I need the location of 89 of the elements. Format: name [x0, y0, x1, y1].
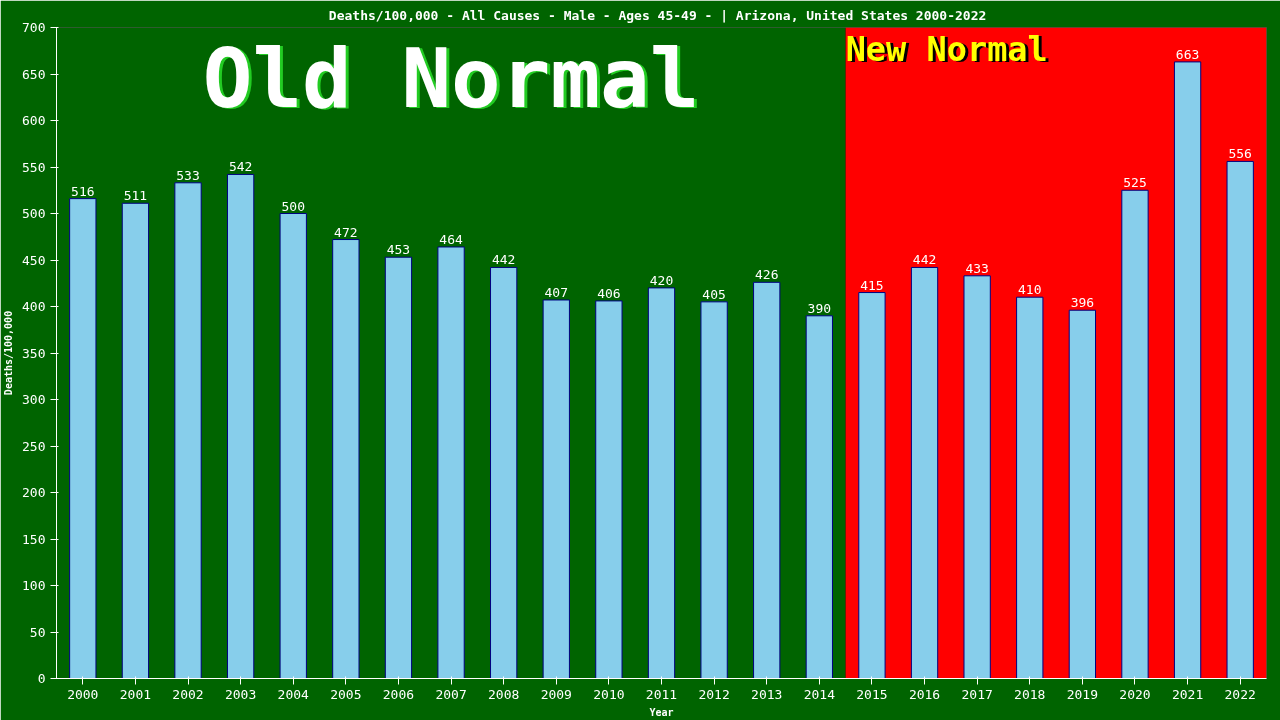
bar: [69, 198, 97, 679]
bar: [174, 182, 202, 679]
y-tick-label: 700: [22, 20, 46, 35]
data-label: 415: [860, 277, 884, 293]
x-tick-label: 2019: [1066, 686, 1099, 702]
y-tick-label: 650: [22, 66, 46, 82]
y-tick-label: 400: [22, 299, 46, 314]
data-label: 525: [1123, 175, 1147, 191]
data-label: 420: [649, 272, 674, 288]
y-tick-label: 200: [22, 485, 46, 500]
bar: [910, 266, 939, 679]
x-tick-label: 2016: [908, 686, 941, 702]
x-tick-label: 2014: [803, 686, 836, 702]
data-label: 542: [228, 159, 253, 175]
bar: [1226, 160, 1254, 679]
chart-title: Deaths/100,000 - All Causes - Male - Ages 45-49 - | Arizona, United States 2000-2022: [328, 7, 987, 23]
bar: [1068, 309, 1097, 679]
x-tick-label: 2003: [224, 686, 257, 702]
band-label: New Normal: [845, 29, 1048, 69]
bar: [1173, 61, 1202, 679]
bar: [279, 213, 307, 679]
bar: [595, 300, 623, 679]
bar: [1016, 296, 1044, 679]
x-tick-label: 2018: [1014, 686, 1046, 702]
x-tick-label: 2000: [67, 686, 99, 702]
x-tick-label: 2002: [172, 686, 204, 702]
y-tick-label: 500: [22, 206, 46, 221]
bar: [437, 246, 465, 679]
bar: [332, 239, 360, 679]
x-tick-label: 2006: [382, 686, 415, 702]
x-axis-title: Year: [649, 706, 674, 718]
data-label: 533: [176, 167, 200, 183]
data-label: 442: [912, 252, 937, 268]
data-label: 407: [544, 284, 569, 300]
x-tick-label: 2009: [540, 686, 572, 702]
data-label: 464: [439, 231, 463, 247]
y-tick-label: 600: [22, 113, 46, 128]
data-label: 500: [281, 198, 305, 214]
x-tick-label: 2022: [1224, 686, 1256, 702]
data-label: 426: [754, 267, 779, 283]
y-tick-label: 550: [22, 159, 46, 175]
x-tick-label: 2017: [961, 686, 993, 702]
x-tick-label: 2001: [119, 686, 152, 702]
data-label: 511: [123, 188, 148, 204]
y-tick-label: 0: [37, 671, 46, 686]
bar: [1121, 189, 1149, 679]
band-label: Old Normal: [202, 29, 700, 126]
bar: [226, 173, 255, 679]
y-tick-label: 250: [22, 438, 46, 454]
x-tick-label: 2013: [751, 686, 783, 702]
bar: [858, 292, 886, 679]
x-tick-label: 2008: [488, 686, 520, 702]
y-axis-title: Deaths/100,000: [3, 310, 15, 396]
x-tick-label: 2015: [856, 686, 888, 702]
bar: [542, 299, 570, 679]
bar: [753, 281, 781, 679]
bar: [963, 275, 991, 679]
bar: [121, 202, 150, 679]
data-label: 396: [1070, 295, 1095, 311]
data-label: 406: [597, 285, 621, 301]
data-label: 390: [807, 300, 832, 316]
bar: [700, 301, 728, 679]
y-tick-label: 450: [22, 252, 46, 268]
y-tick-label: 50: [29, 624, 46, 640]
data-label: 405: [702, 286, 726, 302]
bar: [647, 287, 676, 679]
x-tick-label: 2012: [698, 686, 730, 702]
x-tick-label: 2020: [1119, 686, 1151, 702]
data-label: 442: [491, 252, 516, 268]
data-label: 663: [1175, 46, 1200, 62]
x-tick-label: 2005: [330, 686, 362, 702]
data-label: 472: [334, 224, 358, 240]
data-label: 410: [1018, 282, 1042, 298]
bar: [384, 256, 413, 679]
y-tick-label: 100: [22, 578, 46, 593]
x-tick-label: 2004: [277, 686, 310, 702]
x-tick-label: 2010: [593, 686, 625, 702]
data-label: 433: [965, 260, 989, 276]
x-tick-label: 2011: [645, 686, 678, 702]
data-label: 556: [1228, 146, 1252, 162]
y-tick-label: 350: [22, 345, 46, 361]
data-label: 516: [71, 183, 95, 199]
y-tick-label: 150: [22, 531, 46, 547]
bar: [805, 315, 833, 679]
bar: [490, 266, 518, 679]
y-tick-label: 300: [22, 392, 46, 407]
x-tick-label: 2021: [1171, 686, 1204, 702]
data-label: 453: [386, 242, 411, 258]
x-tick-label: 2007: [435, 686, 467, 702]
